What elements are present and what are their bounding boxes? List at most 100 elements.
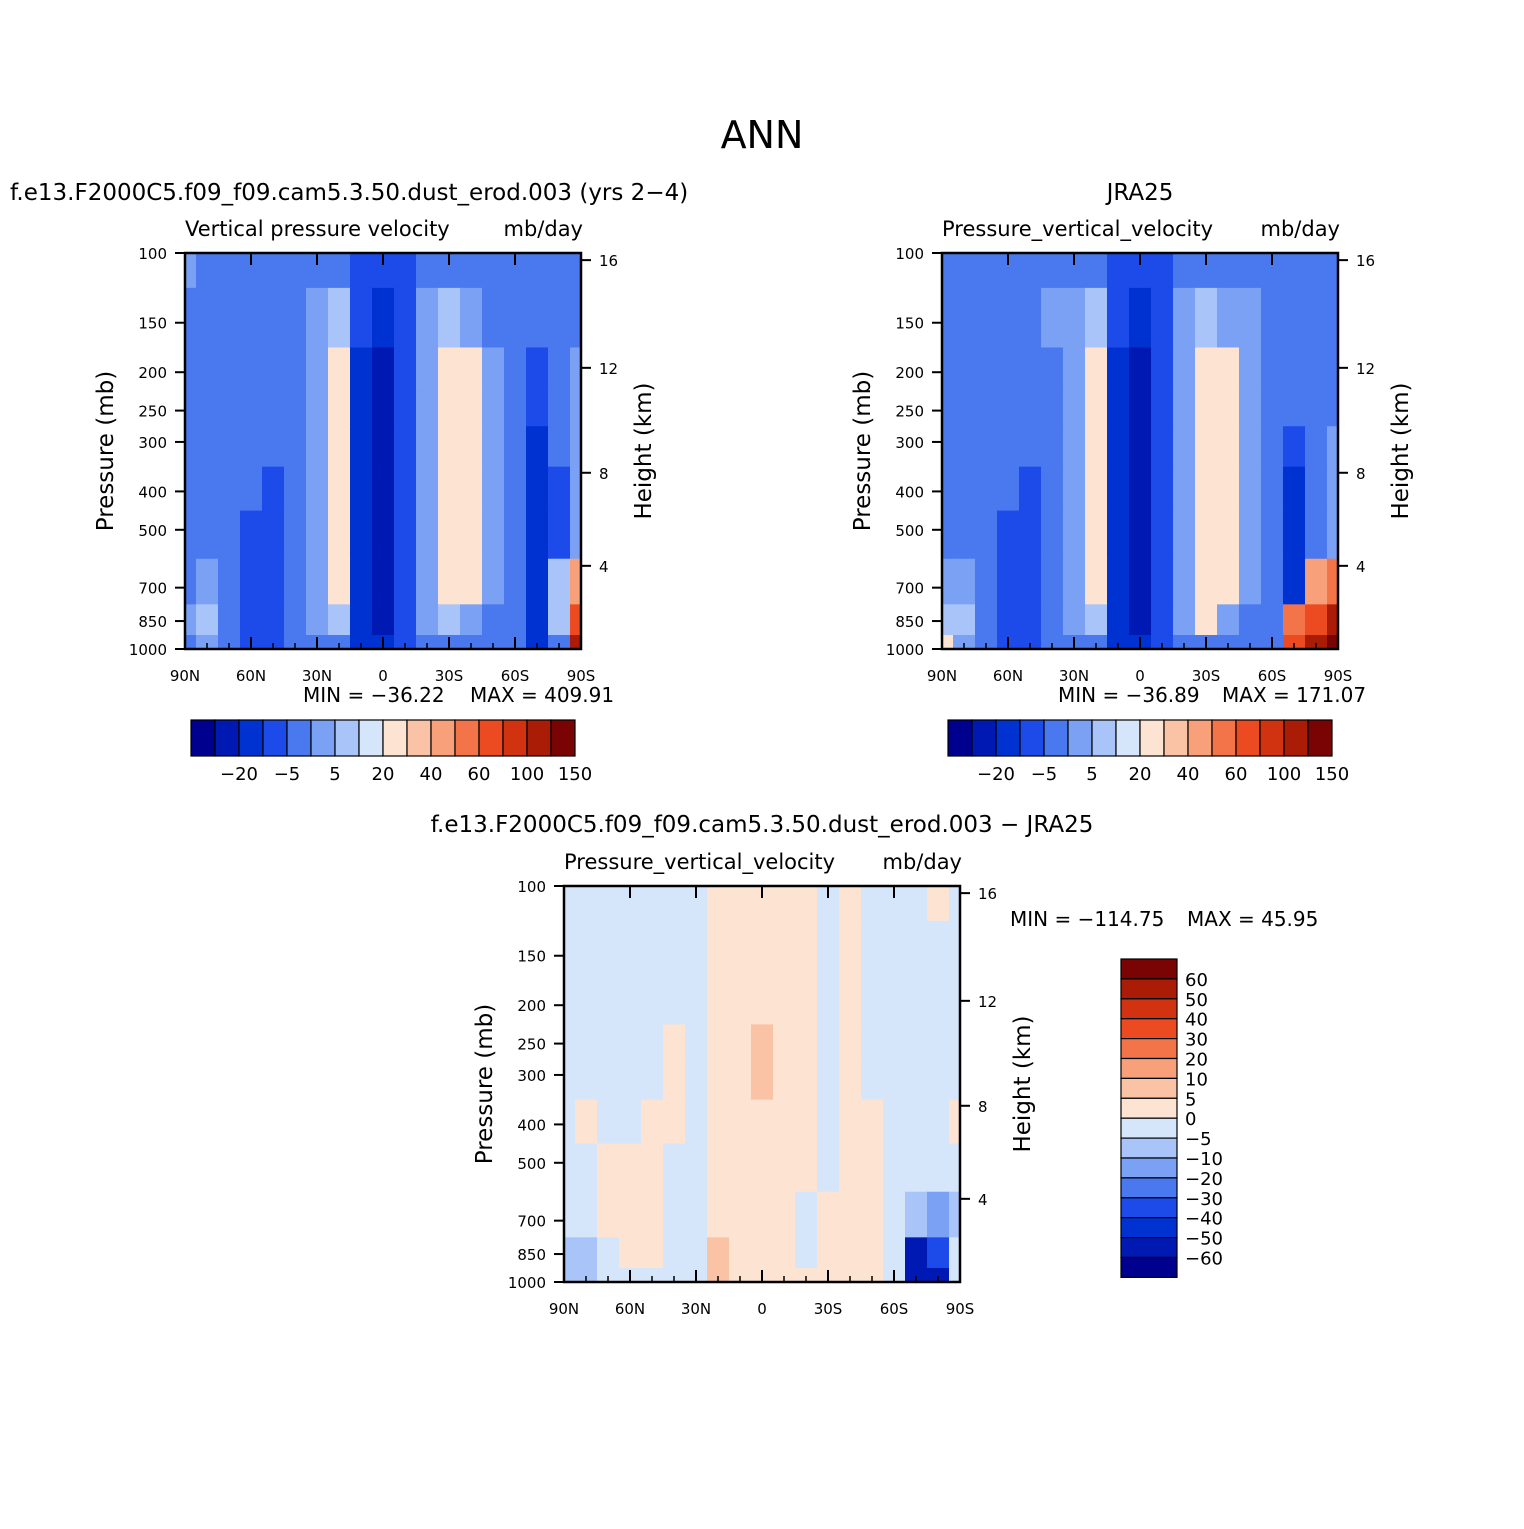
field-cell	[1151, 510, 1174, 560]
field-cell	[1327, 347, 1339, 392]
field-cell	[942, 558, 954, 605]
field-cell	[394, 466, 417, 512]
field-cell	[218, 466, 241, 512]
field-cell	[949, 980, 961, 1025]
field-cell	[218, 604, 241, 636]
colorbar-box	[971, 719, 997, 757]
field-cell	[575, 1059, 598, 1101]
field-cell	[394, 287, 417, 349]
colorbar-label: −20	[220, 764, 258, 785]
field-cell	[817, 1191, 840, 1238]
field-cell	[1019, 558, 1042, 605]
panel-variable-label: Vertical pressure velocity	[185, 217, 450, 241]
y-tick-label: 200	[138, 364, 167, 382]
field-cell	[262, 253, 285, 289]
field-cell	[975, 635, 998, 650]
colorbar-label: −5	[1185, 1129, 1212, 1150]
y-tick-label: 200	[895, 364, 924, 382]
field-cell	[839, 980, 862, 1025]
y2-tick-label: 16	[1356, 252, 1375, 270]
field-cell	[372, 391, 395, 427]
field-cell	[773, 1268, 796, 1283]
colorbar-box	[1211, 719, 1237, 757]
field-cell	[218, 287, 241, 349]
field-cell	[262, 635, 285, 650]
field-cell	[597, 1059, 620, 1101]
field-cell	[1019, 391, 1042, 427]
field-cell	[504, 253, 527, 289]
field-cell	[1283, 510, 1306, 560]
field-cell	[949, 1237, 961, 1269]
field-cell	[1107, 347, 1130, 392]
field-cell	[284, 253, 307, 289]
field-cell	[817, 920, 840, 982]
field-cell	[641, 920, 664, 982]
field-cell	[1063, 426, 1086, 468]
field-cell	[1217, 347, 1240, 392]
panel-title: JRA25	[1105, 180, 1174, 206]
y-tick-label: 500	[138, 522, 167, 540]
colorbar-label: −10	[1185, 1149, 1223, 1170]
field-cell	[817, 1099, 840, 1145]
field-cell	[1195, 391, 1218, 427]
field-cell	[1283, 466, 1306, 512]
field-cell	[504, 466, 527, 512]
field-cell	[905, 1024, 928, 1060]
field-cell	[526, 391, 549, 427]
field-cell	[927, 886, 950, 922]
field-cell	[350, 426, 373, 468]
field-cell	[663, 1024, 686, 1060]
field-cell	[707, 1237, 730, 1269]
panel-units-label: mb/day	[1261, 217, 1341, 241]
field-cell	[839, 1191, 862, 1238]
field-cell	[1173, 391, 1196, 427]
y2-tick-label: 8	[978, 1098, 988, 1116]
field-cell	[997, 558, 1020, 605]
field-cell	[795, 1024, 818, 1060]
field-cell	[1151, 426, 1174, 468]
colorbar-box	[995, 719, 1021, 757]
colorbar-box	[1187, 719, 1213, 757]
field-cell	[1283, 604, 1306, 636]
field-cell	[707, 886, 730, 922]
contour-field	[564, 886, 961, 1283]
field-cell	[416, 604, 439, 636]
field-cell	[416, 287, 439, 349]
field-cell	[685, 886, 708, 922]
y-axis-label: Pressure (mb)	[472, 1004, 498, 1164]
colorbar-box	[1120, 1018, 1178, 1040]
field-cell	[883, 1191, 906, 1238]
field-cell	[949, 1024, 961, 1060]
field-cell	[570, 510, 582, 560]
field-cell	[1085, 391, 1108, 427]
field-cell	[1261, 466, 1284, 512]
field-cell	[1173, 347, 1196, 392]
panel-2: JRA25 Pressure_vertical_velocity mb/day 100…	[850, 180, 1414, 785]
field-cell	[1327, 287, 1339, 349]
field-cell	[1195, 426, 1218, 468]
field-cell	[564, 920, 576, 982]
field-cell	[548, 635, 571, 650]
field-cell	[1107, 253, 1130, 289]
field-cell	[1151, 253, 1174, 289]
field-cell	[773, 980, 796, 1025]
field-cell	[839, 1237, 862, 1269]
field-cell	[1151, 287, 1174, 349]
field-cell	[1305, 604, 1328, 636]
field-cell	[504, 391, 527, 427]
field-cell	[1239, 347, 1262, 392]
field-cell	[394, 426, 417, 468]
field-cell	[1151, 558, 1174, 605]
field-cell	[663, 1059, 686, 1101]
max-label: MAX = 171.07	[1222, 683, 1366, 707]
field-cell	[1239, 604, 1262, 636]
field-cell	[1085, 426, 1108, 468]
field-cell	[1041, 347, 1064, 392]
field-cell	[839, 1143, 862, 1193]
field-cell	[817, 1024, 840, 1060]
field-cell	[1173, 287, 1196, 349]
colorbar-box	[1259, 719, 1285, 757]
field-cell	[641, 980, 664, 1025]
field-cell	[1085, 635, 1108, 650]
field-cell	[707, 1024, 730, 1060]
